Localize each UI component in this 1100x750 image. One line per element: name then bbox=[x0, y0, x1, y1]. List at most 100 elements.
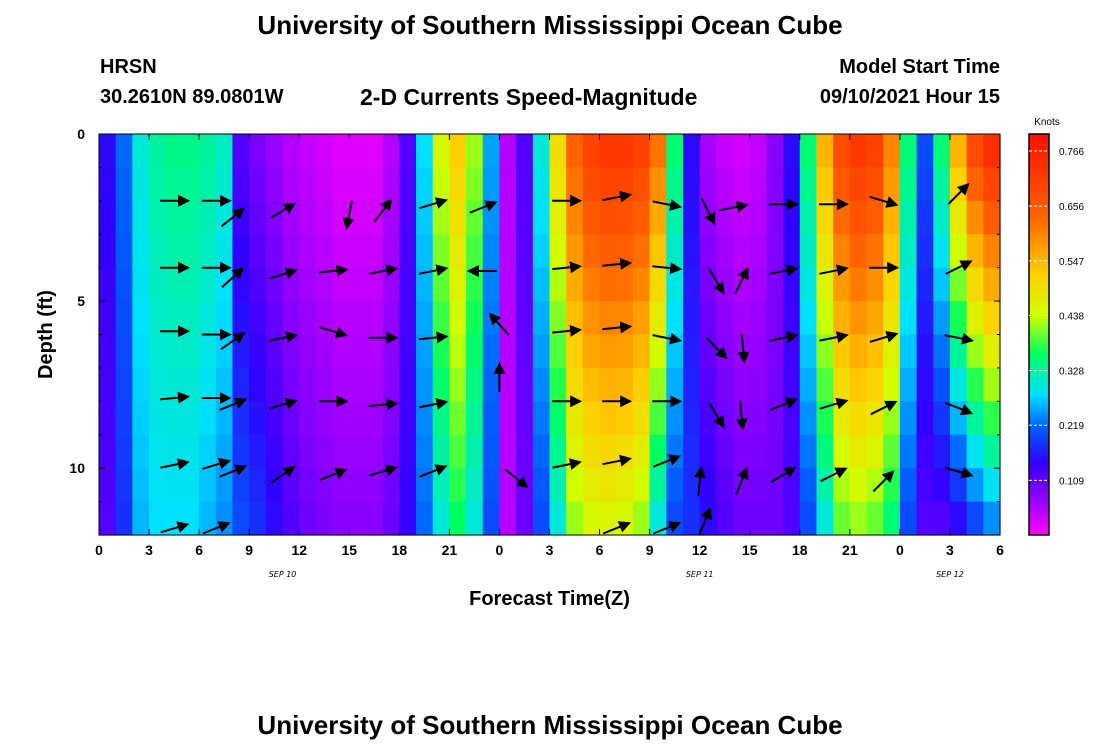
heatmap-cell bbox=[916, 267, 934, 302]
heatmap-cell bbox=[416, 434, 434, 469]
heatmap-cell bbox=[332, 501, 350, 536]
heatmap-cell bbox=[766, 501, 784, 536]
heatmap-cell bbox=[749, 134, 768, 169]
heatmap-cell bbox=[132, 468, 150, 503]
current-vector bbox=[652, 332, 682, 345]
heatmap-cell bbox=[532, 401, 551, 436]
heatmap-cell bbox=[416, 367, 434, 402]
current-vector bbox=[735, 400, 748, 431]
current-vector bbox=[221, 266, 245, 288]
heatmap-cell bbox=[816, 434, 834, 469]
heatmap-cell bbox=[299, 367, 317, 402]
heatmap-cell bbox=[933, 468, 951, 503]
heatmap-cell bbox=[149, 134, 167, 169]
heatmap-cell bbox=[749, 501, 768, 536]
heatmap-cell bbox=[799, 301, 818, 336]
heatmap-cell bbox=[182, 267, 200, 302]
heatmap-cell bbox=[549, 301, 567, 336]
heatmap-cell bbox=[582, 468, 601, 503]
heatmap-cell bbox=[165, 334, 184, 369]
heatmap-cell bbox=[749, 468, 768, 503]
heatmap-cell bbox=[265, 367, 284, 402]
heatmap-cell bbox=[466, 267, 484, 302]
heatmap-cell bbox=[365, 501, 384, 536]
heatmap-cell bbox=[849, 401, 868, 436]
heatmap-cell bbox=[783, 301, 801, 336]
current-vector bbox=[418, 397, 449, 410]
heatmap-cell bbox=[99, 434, 117, 469]
heatmap-cell bbox=[199, 434, 217, 469]
heatmap-cell bbox=[682, 301, 701, 336]
heatmap-cell bbox=[749, 367, 768, 402]
heatmap-cell bbox=[799, 167, 818, 202]
heatmap-cell bbox=[249, 234, 267, 269]
heatmap-cell bbox=[632, 401, 651, 436]
heatmap-cell bbox=[566, 234, 584, 269]
heatmap-cell bbox=[599, 301, 617, 336]
heatmap-cell bbox=[799, 334, 818, 369]
x-tick-label: 3 bbox=[546, 542, 554, 558]
heatmap-cell bbox=[182, 200, 200, 235]
heatmap-cell bbox=[916, 167, 934, 202]
heatmap-cell bbox=[99, 134, 117, 169]
heatmap-cell bbox=[866, 301, 884, 336]
heatmap-cell bbox=[582, 501, 601, 536]
heatmap-cell bbox=[249, 167, 267, 202]
heatmap-cell bbox=[549, 334, 567, 369]
heatmap-cell bbox=[866, 334, 884, 369]
heatmap-cell bbox=[833, 367, 851, 402]
heatmap-cell bbox=[616, 468, 634, 503]
heatmap-cell bbox=[749, 167, 768, 202]
heatmap-cell bbox=[783, 501, 801, 536]
heatmap-cell bbox=[966, 501, 984, 536]
heatmap-cell bbox=[933, 167, 951, 202]
heatmap-cell bbox=[566, 468, 584, 503]
x-tick-label: 6 bbox=[195, 542, 203, 558]
heatmap-cell bbox=[682, 267, 701, 302]
heatmap-cell bbox=[232, 501, 250, 536]
heatmap-cell bbox=[883, 134, 901, 169]
heatmap-cell bbox=[799, 401, 818, 436]
heatmap-cell bbox=[399, 134, 417, 169]
heatmap-cell bbox=[549, 167, 567, 202]
heatmap-cell bbox=[632, 367, 651, 402]
current-vector bbox=[945, 260, 973, 275]
heatmap-cell bbox=[599, 401, 617, 436]
heatmap-cell bbox=[699, 200, 717, 235]
heatmap-cell bbox=[232, 367, 250, 402]
heatmap-cell bbox=[849, 468, 868, 503]
heatmap-cell bbox=[382, 267, 400, 302]
current-vector bbox=[652, 521, 682, 535]
heatmap-cell bbox=[566, 167, 584, 202]
heatmap-cell bbox=[666, 134, 684, 169]
heatmap-cell bbox=[299, 167, 317, 202]
colorbar-tick-label: 0.547 bbox=[1059, 257, 1084, 268]
heatmap-cell bbox=[983, 501, 1001, 536]
heatmap-cell bbox=[449, 301, 467, 336]
heatmap-cell bbox=[916, 301, 934, 336]
heatmap-cell bbox=[833, 234, 851, 269]
heatmap-cell bbox=[382, 434, 400, 469]
heatmap-cell bbox=[132, 501, 150, 536]
current-vector bbox=[318, 264, 349, 277]
heatmap-cell bbox=[566, 367, 584, 402]
heatmap-cell bbox=[132, 267, 150, 302]
heatmap-cell bbox=[482, 301, 501, 336]
heatmap-cell bbox=[582, 367, 601, 402]
heatmap-cell bbox=[382, 401, 400, 436]
heatmap-cell bbox=[265, 301, 284, 336]
heatmap-cell bbox=[449, 434, 467, 469]
heatmap-cell bbox=[883, 367, 901, 402]
colorbar-tick-label: 0.438 bbox=[1059, 311, 1084, 322]
heatmap-cell bbox=[699, 367, 717, 402]
heatmap-cell bbox=[466, 167, 484, 202]
heatmap-cell bbox=[849, 301, 868, 336]
current-vector bbox=[819, 397, 849, 410]
heatmap-cell bbox=[699, 301, 717, 336]
current-vector bbox=[708, 402, 725, 429]
heatmap-cell bbox=[649, 167, 667, 202]
heatmap-cell bbox=[532, 434, 551, 469]
current-vector bbox=[820, 467, 848, 482]
heatmap-cell bbox=[516, 401, 534, 436]
heatmap-cell bbox=[365, 401, 384, 436]
